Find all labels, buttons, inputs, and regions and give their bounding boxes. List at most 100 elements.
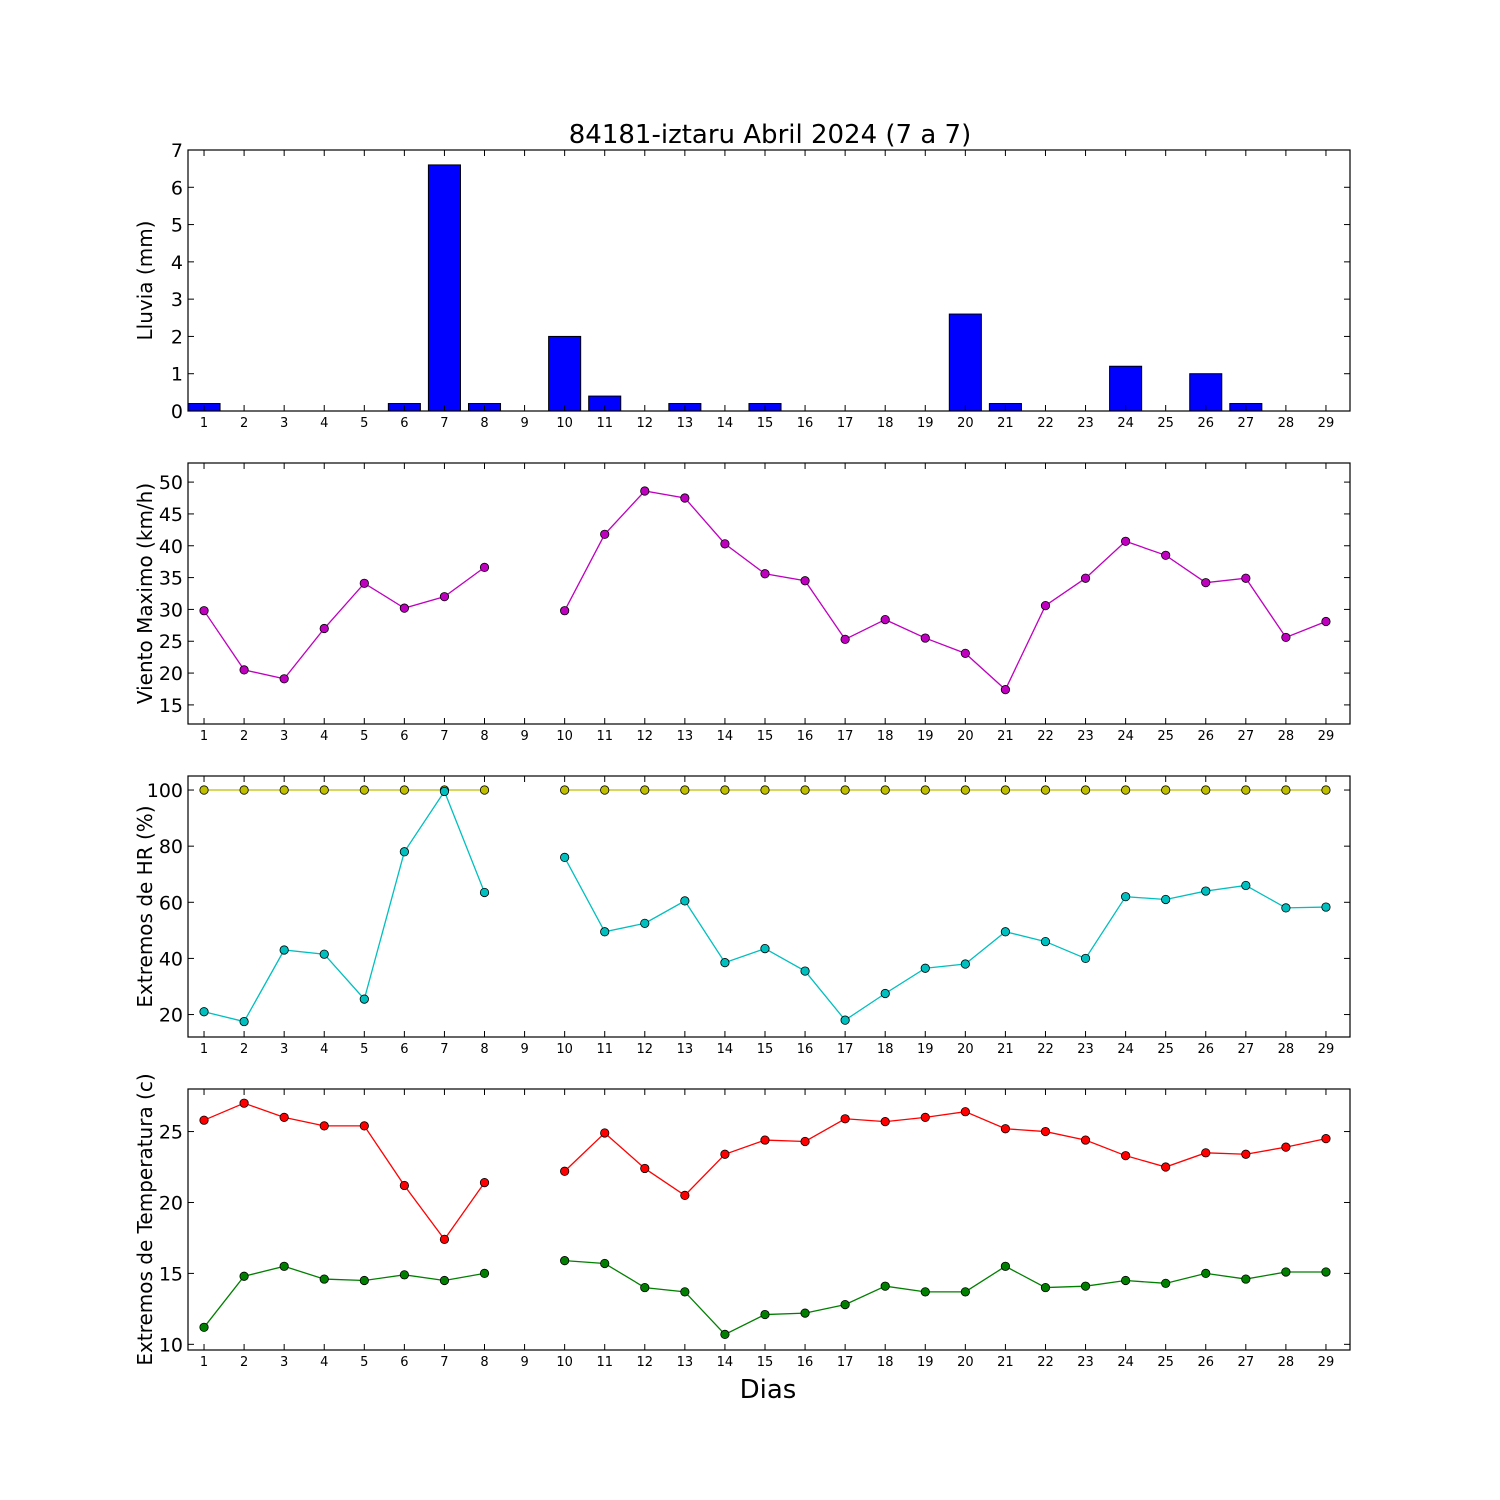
x-tick-label: 17 bbox=[837, 1355, 854, 1370]
x-tick-label: 7 bbox=[440, 729, 448, 744]
y-tick-label: 35 bbox=[159, 568, 183, 590]
data-point bbox=[359, 994, 369, 1004]
x-tick-label: 19 bbox=[917, 1042, 934, 1057]
x-tick-label: 26 bbox=[1197, 416, 1214, 431]
y-tick-label: 4 bbox=[171, 252, 183, 274]
data-point bbox=[399, 1270, 409, 1280]
data-point bbox=[1321, 902, 1331, 912]
data-point bbox=[1000, 1261, 1011, 1271]
x-tick-label: 13 bbox=[677, 416, 694, 431]
data-point bbox=[640, 1282, 650, 1293]
data-point bbox=[199, 606, 209, 616]
x-tick-label: 21 bbox=[997, 416, 1014, 431]
data-point bbox=[880, 1281, 890, 1291]
y-tick-label: 15 bbox=[159, 1263, 183, 1285]
y-tick-label: 30 bbox=[159, 599, 183, 621]
x-tick-label: 24 bbox=[1117, 1355, 1134, 1370]
data-point bbox=[1201, 785, 1211, 795]
x-tick-label: 27 bbox=[1238, 416, 1255, 431]
series-line bbox=[564, 1111, 1327, 1197]
data-point bbox=[1040, 600, 1051, 611]
x-tick-label: 29 bbox=[1318, 1355, 1335, 1370]
data-point bbox=[560, 1256, 570, 1266]
data-point bbox=[1121, 536, 1131, 546]
data-point bbox=[1321, 1134, 1331, 1144]
x-tick-label: 9 bbox=[520, 416, 528, 431]
data-point bbox=[840, 634, 850, 644]
x-tick-label: 15 bbox=[757, 1355, 774, 1370]
series-line bbox=[564, 490, 1327, 691]
data-point bbox=[1281, 785, 1291, 795]
x-tick-label: 15 bbox=[757, 1042, 774, 1057]
data-point bbox=[800, 576, 810, 586]
series-line bbox=[203, 1102, 486, 1241]
y-tick-label: 2 bbox=[171, 326, 183, 348]
data-point bbox=[1080, 953, 1091, 964]
x-tick-label: 27 bbox=[1238, 1355, 1255, 1370]
y-tick-label: 100 bbox=[147, 780, 183, 802]
data-point bbox=[680, 493, 690, 503]
data-point bbox=[399, 847, 409, 857]
rain-bar bbox=[948, 313, 982, 411]
data-point bbox=[880, 1117, 890, 1127]
x-tick-label: 16 bbox=[797, 416, 814, 431]
data-point bbox=[319, 1121, 329, 1131]
y-axis-label: Extremos de Temperatura (c) bbox=[133, 1073, 157, 1365]
data-point bbox=[199, 1007, 209, 1017]
data-point bbox=[399, 785, 409, 795]
x-tick-label: 8 bbox=[480, 1042, 488, 1057]
x-tick-label: 25 bbox=[1157, 1355, 1174, 1370]
data-point bbox=[479, 887, 490, 898]
x-tick-label: 29 bbox=[1318, 729, 1335, 744]
data-point bbox=[960, 785, 970, 795]
data-point bbox=[1040, 936, 1051, 947]
plot-frame bbox=[187, 1088, 1351, 1351]
data-point bbox=[720, 539, 730, 549]
x-tick-label: 23 bbox=[1077, 729, 1094, 744]
x-tick-label: 20 bbox=[957, 1042, 974, 1057]
plot-area bbox=[199, 1098, 1331, 1339]
x-tick-label: 19 bbox=[917, 729, 934, 744]
data-point bbox=[1000, 785, 1011, 795]
data-point bbox=[720, 785, 730, 795]
data-point bbox=[359, 1275, 369, 1286]
x-tick-label: 4 bbox=[320, 416, 328, 431]
x-tick-label: 1 bbox=[200, 1355, 208, 1370]
series-line bbox=[564, 1259, 1326, 1336]
data-point bbox=[1121, 892, 1131, 902]
data-point bbox=[600, 1128, 610, 1138]
data-point bbox=[840, 1114, 850, 1124]
x-tick-label: 20 bbox=[957, 729, 974, 744]
data-point bbox=[800, 1136, 810, 1147]
x-tick-label: 17 bbox=[837, 1042, 854, 1057]
x-tick-label: 3 bbox=[280, 416, 288, 431]
data-point bbox=[640, 785, 650, 795]
data-point bbox=[800, 785, 810, 795]
y-tick-label: 10 bbox=[159, 1334, 183, 1356]
data-point bbox=[1121, 1151, 1131, 1161]
data-point bbox=[560, 852, 570, 862]
data-point bbox=[760, 943, 770, 954]
y-tick-label: 7 bbox=[171, 140, 183, 162]
x-tick-label: 20 bbox=[957, 416, 974, 431]
x-tick-label: 28 bbox=[1278, 416, 1295, 431]
x-tick-label: 23 bbox=[1077, 1355, 1094, 1370]
data-point bbox=[640, 918, 650, 928]
plot-area bbox=[199, 486, 1331, 695]
data-point bbox=[1321, 616, 1331, 627]
x-tick-label: 15 bbox=[757, 416, 774, 431]
data-point bbox=[920, 1112, 930, 1122]
x-tick-label: 10 bbox=[556, 416, 573, 431]
data-point bbox=[1201, 1148, 1211, 1158]
data-point bbox=[720, 958, 730, 968]
data-point bbox=[279, 1112, 289, 1122]
x-tick-label: 21 bbox=[997, 1355, 1014, 1370]
data-point bbox=[1080, 785, 1091, 795]
data-point bbox=[1000, 685, 1011, 695]
data-point bbox=[1121, 785, 1131, 795]
data-point bbox=[880, 785, 890, 795]
data-point bbox=[1241, 1274, 1251, 1284]
x-tick-label: 12 bbox=[637, 1355, 654, 1370]
series-line bbox=[203, 790, 486, 1023]
